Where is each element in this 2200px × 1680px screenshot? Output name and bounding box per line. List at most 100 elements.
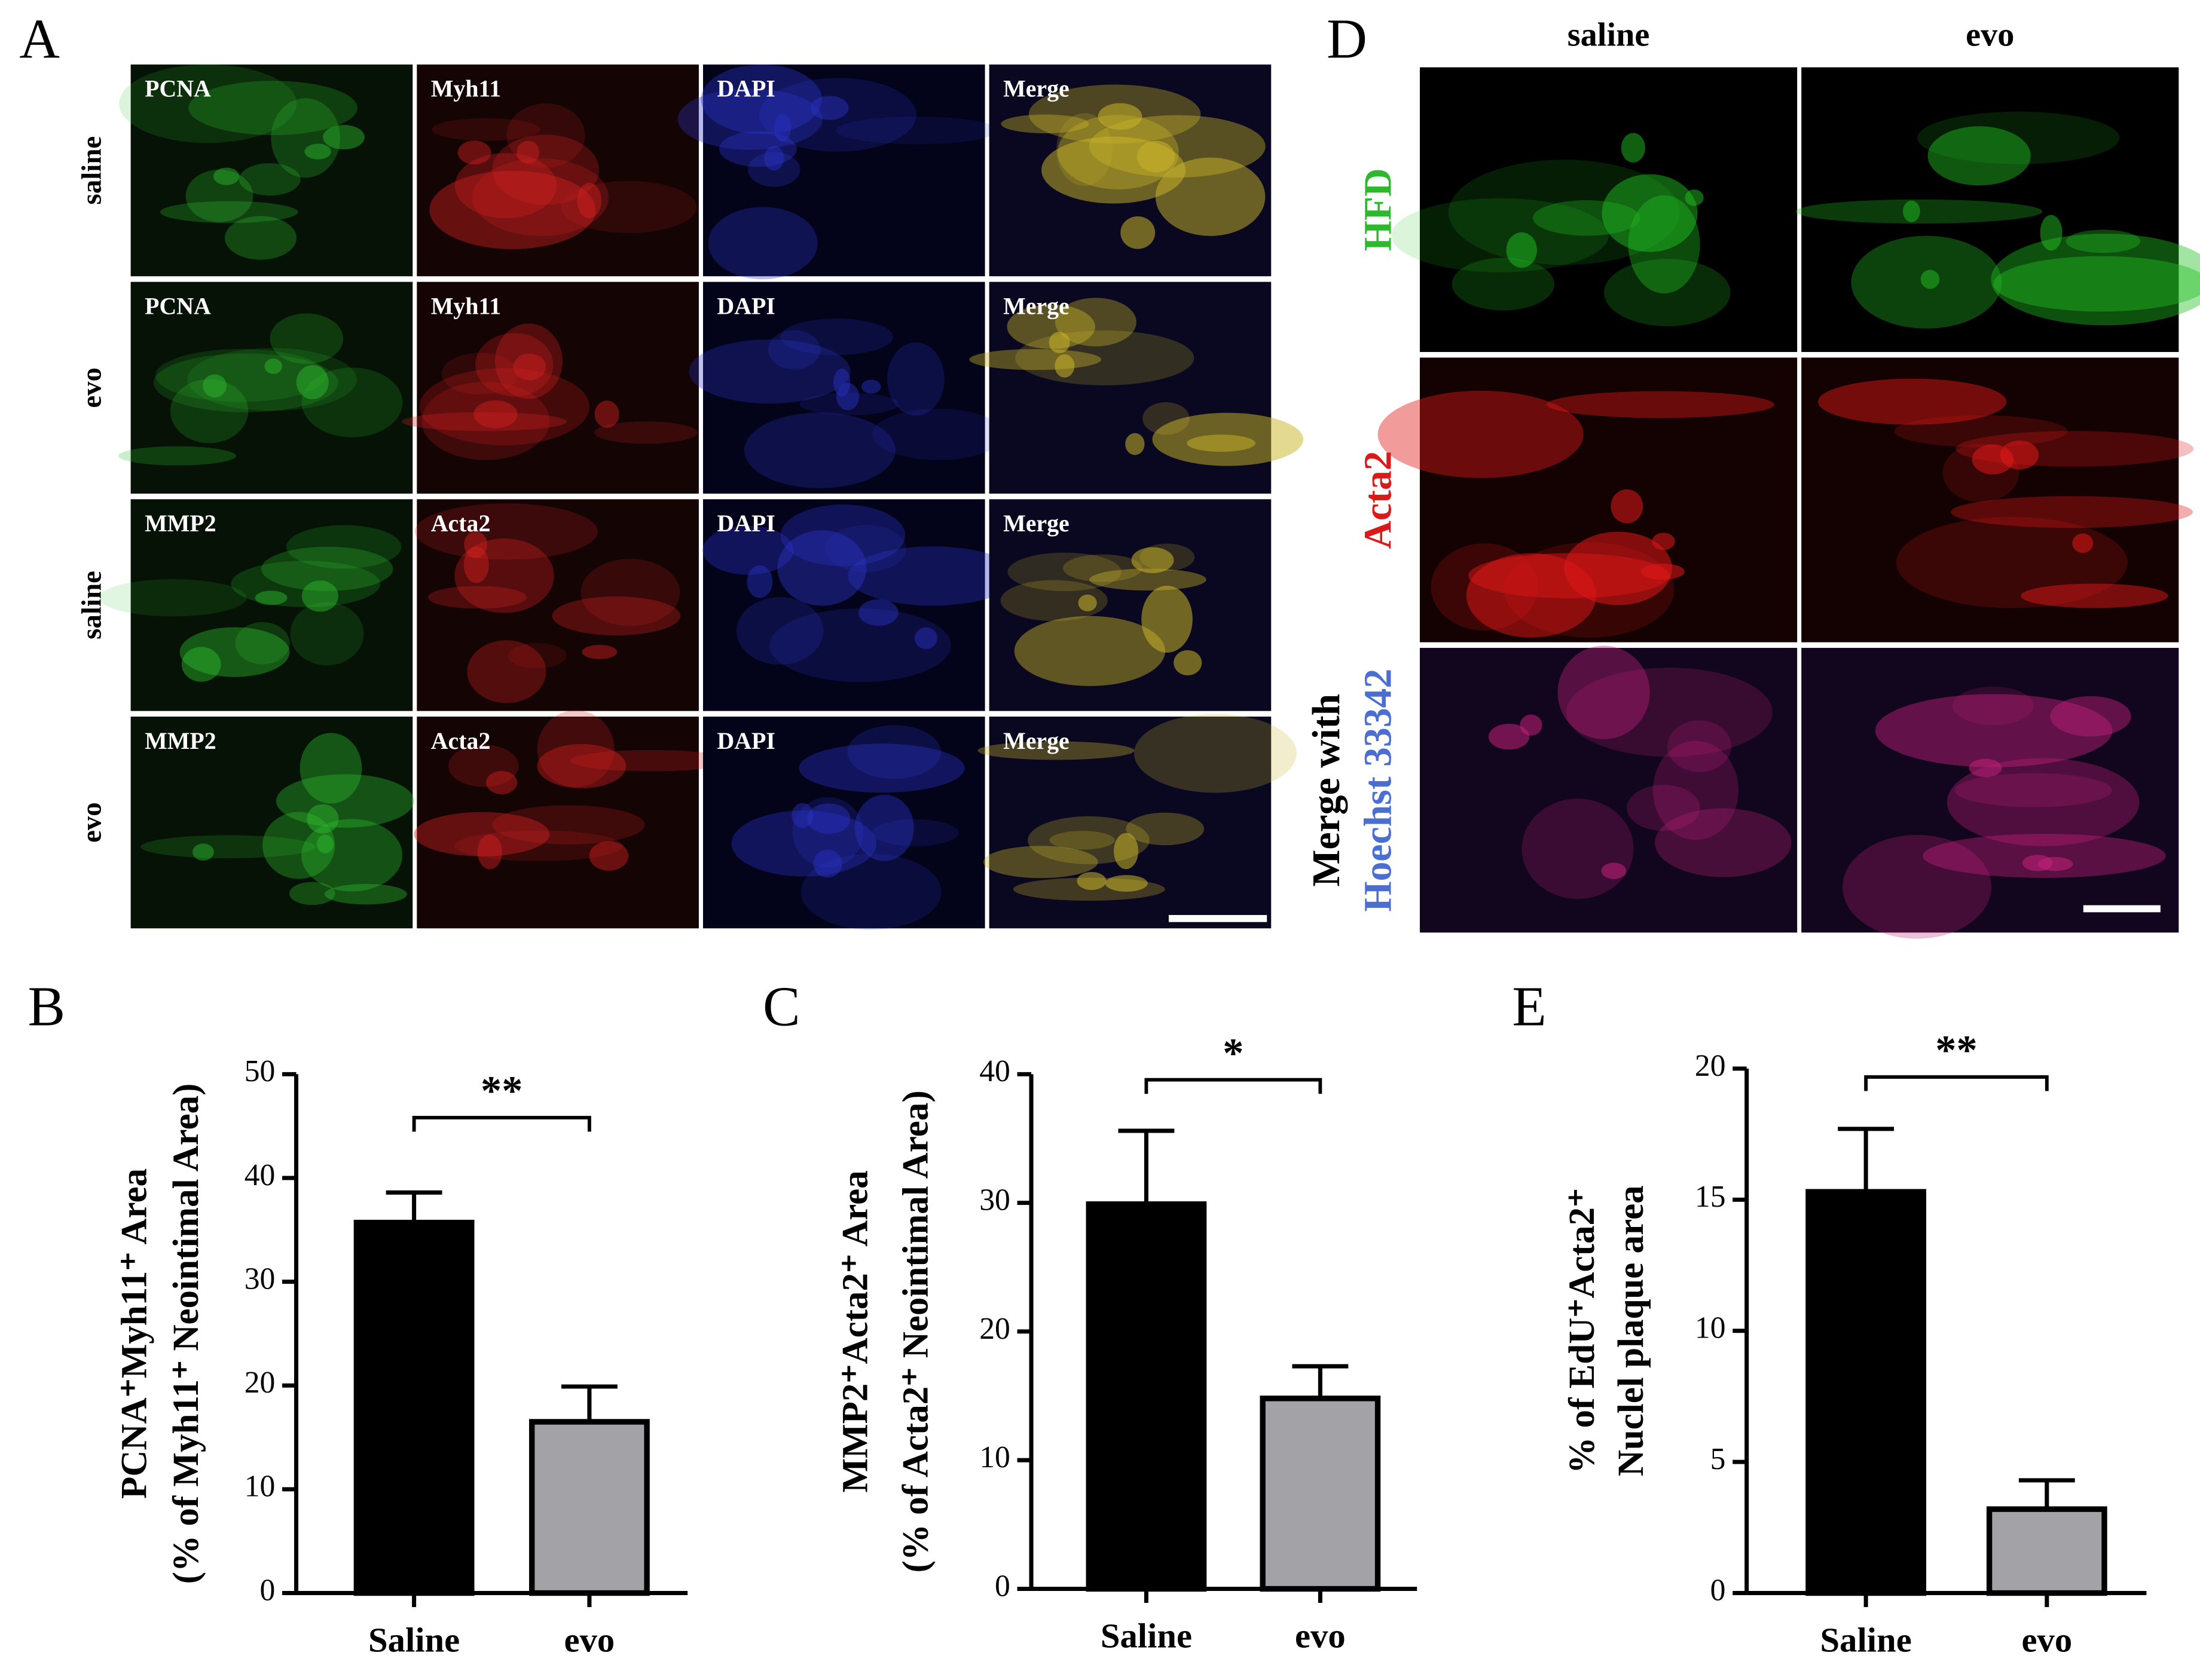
tissue-signal [1952,686,2034,726]
bright-spot [486,770,518,794]
bright-spot [1506,232,1537,268]
tissue-signal [1049,831,1115,850]
tissue-signal [1431,543,1538,631]
panel-label: D [1327,8,1367,71]
y-axis-title: MMP2⁺Acta2⁺ Area [835,1170,875,1492]
y-axis-title: PCNA⁺Myh11⁺ Area [114,1168,154,1499]
tissue-signal [1566,668,1773,757]
bright-spot [861,380,881,394]
channel-label: Merge [1003,727,1070,754]
micrograph [130,499,413,711]
bright-spot [316,834,334,853]
tissue-signal [1134,714,1297,793]
bright-spot [1114,833,1139,870]
tissue-signal [1532,200,1640,236]
significance-bracket [412,1116,591,1132]
bright-spot [296,365,329,400]
panel-label: A [19,8,60,71]
tissue-signal [847,725,942,779]
tissue-signal [1564,531,1673,605]
significance: * [1223,1030,1243,1076]
bright-spot [810,96,849,120]
tissue-signal [454,153,557,219]
x-tick-label: evo [564,1620,615,1659]
y-axis-title: % of EdU⁺Acta2⁺ [1562,1188,1602,1474]
bright-spot [213,167,240,185]
bright-spot [577,182,602,219]
tissue-signal [848,546,1018,606]
tissue-signal [231,561,381,607]
column-label: evo [1966,16,2014,53]
bright-spot [1078,594,1097,611]
tissue-signal [777,530,867,606]
tissue-signal [872,408,1004,460]
tissue-signal [780,504,906,567]
channel-label: PCNA [145,75,211,102]
bright-spot [2040,215,2062,251]
bright-spot [264,358,282,374]
micrograph [130,717,413,929]
tissue-signal [1993,256,2200,312]
micrograph [989,499,1272,711]
y-tick-label: 20 [1695,1049,1726,1083]
bright-spot [1105,875,1148,892]
bright-spot [513,353,546,381]
tissue-signal [286,525,402,569]
tissue-signal [414,503,598,560]
channel-label: DAPI [717,510,775,537]
tissue-signal [271,98,341,178]
channel-label: MMP2 [145,510,216,537]
tissue-signal [1468,553,1670,598]
tissue-signal [454,538,554,613]
bar [1986,1506,2107,1596]
micrograph [702,64,985,277]
tissue-signal [1055,298,1136,347]
tissue-signal [1152,412,1304,466]
tissue-signal [419,368,590,446]
y-tick-label: 40 [245,1158,276,1192]
tissue-signal [702,525,794,575]
tissue-signal [187,348,357,411]
tissue-signal [427,586,527,609]
tissue-signal [179,627,290,677]
tissue-signal [1126,812,1205,846]
tissue-signal [472,158,609,236]
tissue-signal [1991,233,2200,326]
channel-label: Merge [1003,75,1070,102]
tissue-signal [1954,773,2112,807]
tissue-signal [731,810,877,877]
tissue-signal [421,381,550,460]
row-label: saline [76,136,107,205]
channel-label: DAPI [717,292,775,319]
y-tick-label: 20 [245,1366,276,1400]
tissue-signal [570,749,732,772]
micrograph [1419,67,1798,352]
tissue-signal [708,207,818,280]
bright-spot [858,599,899,626]
tissue-signal [432,118,540,141]
tissue-signal [737,597,824,665]
bright-spot [833,368,851,397]
tissue-signal [1391,198,1609,273]
tissue-signal [1894,415,2068,448]
channel-label: Myh11 [431,75,501,102]
tissue-signal [2065,229,2141,253]
bright-spot [473,400,518,429]
tissue-signal [1452,258,1555,311]
bright-spot [582,644,618,659]
bright-spot [2022,855,2053,871]
channel-label: Acta2 [431,727,491,754]
row-label: HFD [1356,168,1400,251]
tissue-signal [155,348,327,402]
bright-spot [203,374,227,397]
tissue-signal [170,379,249,443]
error-bar [2018,1478,2075,1510]
bright-spot [774,114,792,142]
tissue-signal [401,412,567,432]
bar [1260,1396,1381,1592]
channel-label: PCNA [145,292,211,319]
tissue-signal [1927,126,2031,186]
tissue-signal [1007,552,1122,592]
